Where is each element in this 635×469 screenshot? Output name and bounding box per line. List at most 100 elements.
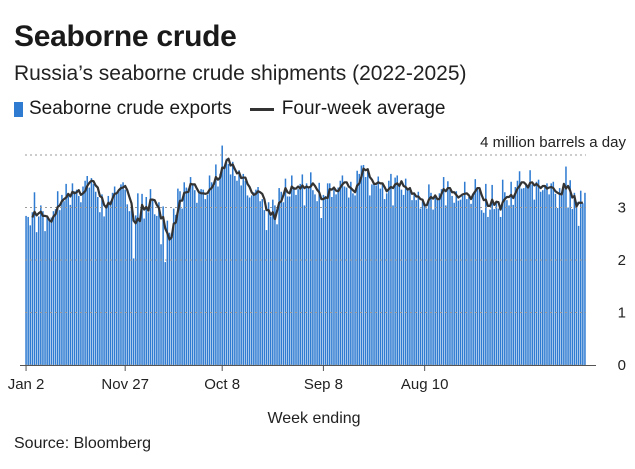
- bar: [360, 165, 363, 365]
- bar: [272, 199, 274, 366]
- bar: [168, 232, 171, 365]
- bar: [170, 234, 173, 365]
- bar: [246, 195, 249, 365]
- bar: [489, 209, 491, 365]
- bar: [183, 182, 185, 365]
- bar: [107, 195, 110, 365]
- bar: [109, 201, 112, 365]
- bar: [312, 190, 314, 365]
- bar: [525, 185, 527, 365]
- bar: [257, 187, 259, 365]
- bar: [457, 200, 460, 365]
- bar: [554, 193, 557, 365]
- bar: [86, 176, 88, 365]
- bar: [537, 179, 540, 365]
- bar: [434, 195, 436, 365]
- bar: [145, 197, 148, 365]
- bar: [291, 175, 293, 365]
- bar: [295, 194, 297, 365]
- x-tick-label: Nov 27: [101, 376, 149, 393]
- bar: [354, 195, 356, 365]
- bar: [185, 187, 188, 365]
- bar: [153, 214, 156, 365]
- bar: [476, 188, 479, 365]
- bar: [326, 183, 329, 365]
- bar: [179, 191, 181, 365]
- bar: [546, 183, 548, 365]
- x-axis-title: Week ending: [267, 410, 360, 427]
- bar: [147, 212, 150, 365]
- bar: [539, 191, 542, 365]
- bar: [253, 192, 255, 365]
- bar: [59, 210, 61, 366]
- bar: [531, 184, 533, 365]
- bar: [303, 205, 306, 365]
- bar: [149, 189, 152, 366]
- bar: [213, 185, 215, 365]
- bar: [40, 205, 42, 365]
- bar: [65, 183, 67, 366]
- bar: [172, 208, 175, 365]
- bar: [82, 186, 84, 365]
- bar: [219, 173, 221, 365]
- bar: [143, 218, 145, 365]
- bar: [238, 170, 240, 365]
- bar: [259, 201, 261, 365]
- bar: [461, 195, 464, 365]
- bar: [485, 183, 487, 366]
- bar: [533, 199, 536, 366]
- y-unit-label: 4 million barrels a day: [480, 134, 626, 151]
- bar: [286, 196, 289, 365]
- bar: [126, 204, 129, 365]
- bar: [571, 209, 574, 365]
- bar: [409, 190, 411, 365]
- bar: [181, 208, 183, 365]
- bar: [320, 218, 323, 365]
- bar: [426, 208, 428, 365]
- bar: [221, 145, 223, 365]
- bar: [497, 208, 500, 365]
- bar: [453, 202, 455, 365]
- bar: [297, 189, 299, 366]
- bar: [124, 189, 126, 365]
- bar: [42, 211, 44, 365]
- bar: [337, 187, 339, 365]
- bar: [529, 170, 531, 365]
- bar: [88, 187, 91, 365]
- bar: [455, 191, 458, 365]
- bar: [324, 195, 327, 365]
- bar: [225, 158, 228, 365]
- bar: [333, 187, 335, 365]
- bar: [227, 163, 230, 365]
- bar: [151, 200, 154, 365]
- bar: [404, 178, 407, 366]
- bar: [314, 194, 316, 366]
- bar: [284, 178, 287, 366]
- chart-subtitle: Russia’s seaborne crude shipments (2022-…: [14, 62, 467, 85]
- bar: [573, 192, 576, 365]
- bar: [343, 186, 346, 365]
- bar: [33, 192, 36, 365]
- bar: [56, 191, 59, 365]
- bar: [438, 193, 441, 365]
- bar: [261, 199, 264, 365]
- bar: [463, 181, 466, 365]
- bar: [90, 178, 93, 365]
- average-line: [31, 157, 583, 241]
- bar: [217, 186, 219, 365]
- bar: [310, 172, 312, 365]
- legend-line-label: Four-week average: [281, 98, 446, 119]
- bar: [579, 190, 582, 365]
- bar: [263, 210, 266, 366]
- bar: [282, 202, 285, 365]
- bar: [582, 203, 584, 365]
- bar: [265, 230, 268, 365]
- bar: [137, 193, 139, 365]
- x-tick-label: Oct 8: [204, 376, 240, 393]
- x-tick-label: Jan 2: [8, 376, 45, 393]
- bar: [402, 194, 405, 365]
- bar: [242, 173, 245, 365]
- bar: [61, 194, 63, 365]
- bar: [248, 197, 251, 365]
- bar: [31, 212, 34, 365]
